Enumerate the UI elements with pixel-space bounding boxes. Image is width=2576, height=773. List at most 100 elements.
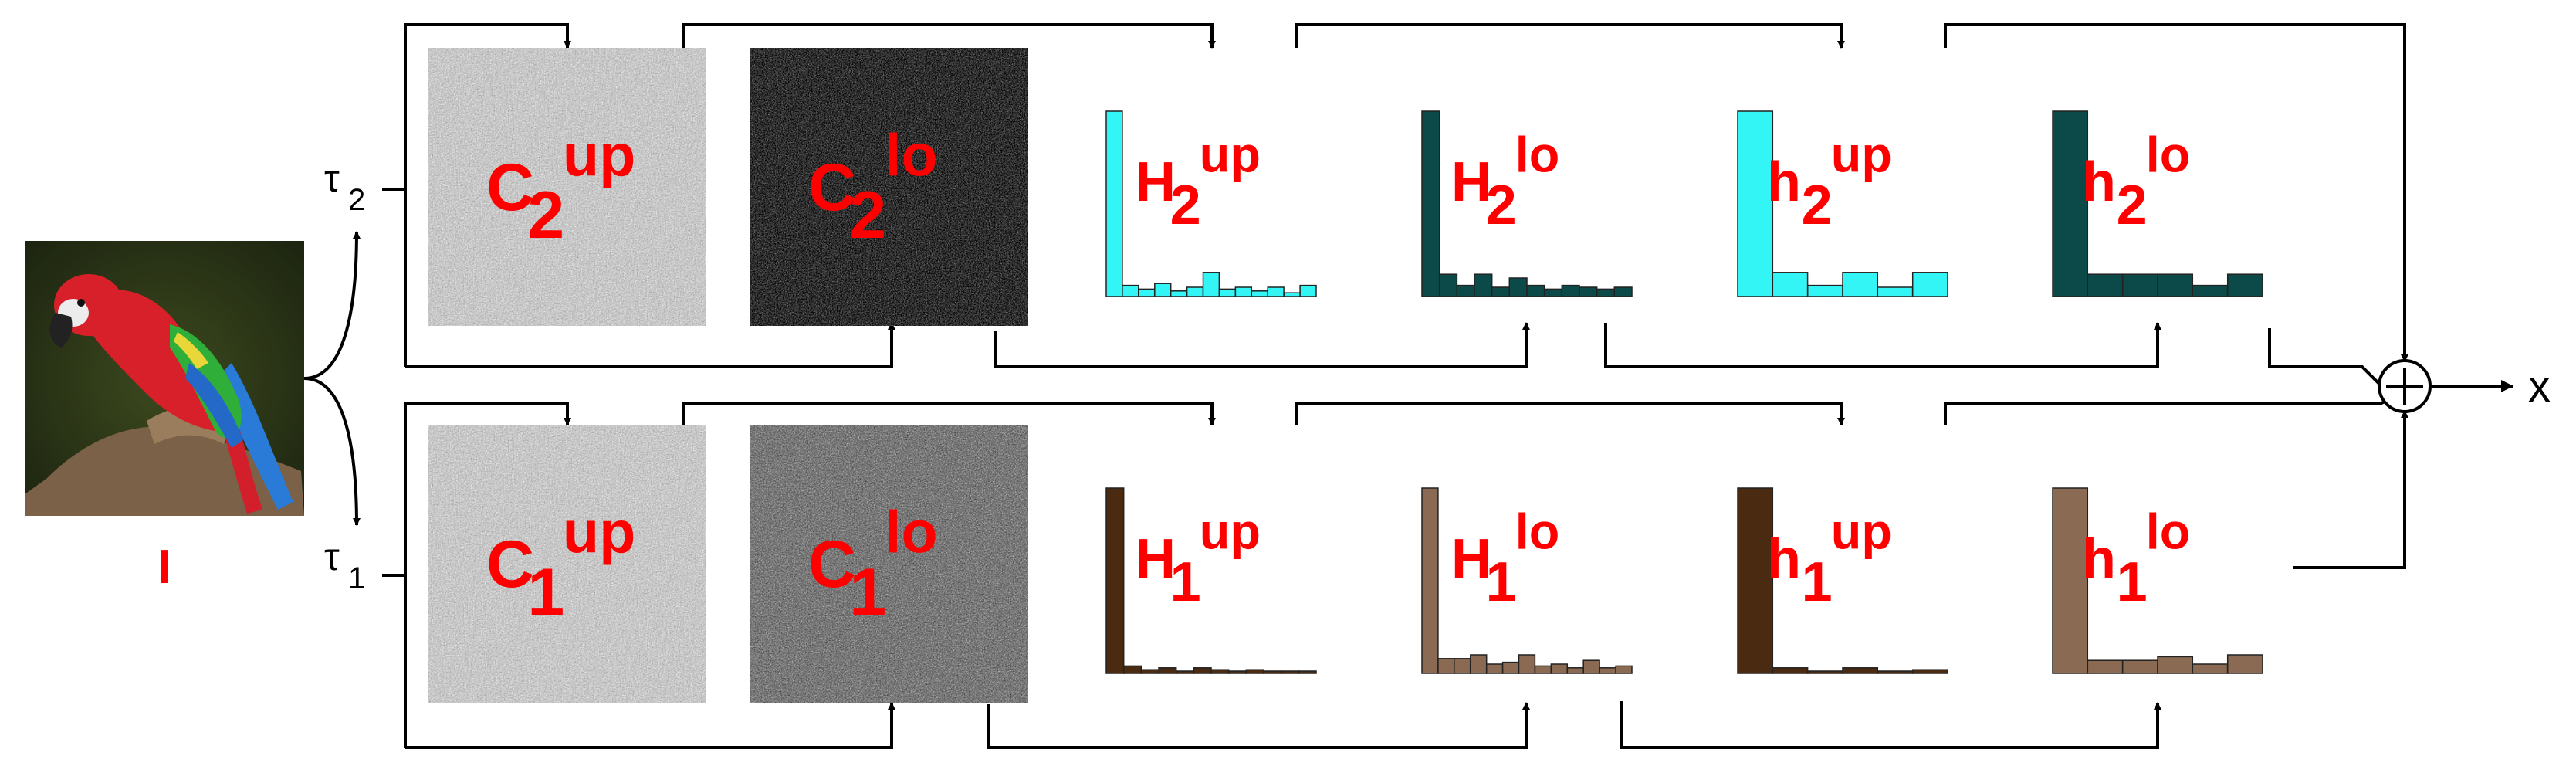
- output-label: x: [2528, 361, 2551, 412]
- tau2-base: τ: [324, 157, 340, 200]
- tau2-sub: 2: [348, 183, 365, 217]
- histogram-H1-lo-bar: [1615, 665, 1633, 674]
- histogram-h2-up-bar: [1877, 286, 1914, 297]
- histogram-h2-lo-label-sup: lo: [2146, 127, 2191, 183]
- code-map-c1-up-texture: [428, 425, 706, 703]
- code-map-c2-up-texture: [428, 48, 706, 326]
- histogram-H1-lo-label-sup: lo: [1515, 503, 1560, 560]
- histogram-h1-up-bar: [1842, 667, 1879, 674]
- code-map-c2-up-label-sub: 2: [527, 178, 564, 253]
- histogram-h1-up-bar: [1806, 670, 1843, 674]
- histogram-H1-up-label-sup: up: [1200, 503, 1261, 560]
- tau2-label: τ 2: [324, 157, 365, 217]
- histogram-H2-lo-bar: [1596, 288, 1616, 297]
- histogram-h1-up-bar: [1911, 669, 1948, 674]
- input-label: I: [157, 541, 171, 594]
- histogram-H1-lo-bar: [1582, 659, 1600, 674]
- histogram-H1-lo-label-sub: 1: [1486, 551, 1517, 613]
- histogram-h2-lo-bar: [2087, 273, 2124, 297]
- histogram-h2-up: h 2up: [1737, 110, 1948, 297]
- code-map-c2-lo-texture: [750, 48, 1028, 326]
- histogram-H1-up-bar: [1105, 487, 1125, 674]
- histogram-h2-up-bar: [1806, 284, 1843, 297]
- histogram-h1-up-label-sup: up: [1831, 503, 1892, 560]
- histogram-H1-lo-bar: [1437, 658, 1455, 674]
- histogram-h2-up-label-sup: up: [1831, 127, 1892, 183]
- histogram-H2-lo-bar: [1543, 288, 1563, 297]
- histogram-H2-up-bar: [1218, 288, 1237, 297]
- tau1-base: τ: [324, 535, 340, 578]
- histogram-H1-lo-bar: [1421, 487, 1439, 674]
- code-map-c1-lo-texture: [750, 425, 1028, 703]
- histogram-H2-up-label-sup: up: [1200, 127, 1261, 183]
- histogram-h2-lo-bar: [2157, 273, 2194, 297]
- histogram-h2-lo-bar: [2192, 284, 2229, 297]
- histogram-h2-up-label-sub: 2: [1802, 175, 1833, 236]
- histogram-H2-up-bar: [1138, 288, 1156, 297]
- row2-connectors: [404, 23, 2408, 388]
- histogram-h1-lo-bar: [2052, 487, 2089, 674]
- histogram-h2-lo-label: h 2lo: [2082, 127, 2190, 237]
- histogram-h2-lo-bar: [2121, 273, 2158, 297]
- histogram-h2-up-bar: [1772, 272, 1809, 297]
- histogram-H1-up-bar: [1193, 667, 1212, 674]
- histogram-H2-up-bar: [1299, 284, 1317, 297]
- histogram-h1-lo-bar: [2226, 654, 2263, 674]
- histogram-h1-up-bar: [1877, 670, 1914, 674]
- histogram-H1-lo-bar: [1566, 667, 1584, 674]
- histogram-H1-up-bar: [1210, 669, 1230, 674]
- histogram-h1-up-label-base: h: [1767, 528, 1801, 590]
- code-map-c2-up-label-base: C: [486, 151, 534, 225]
- histogram-h2-lo-bar: [2052, 110, 2089, 297]
- code-map-c1-lo-label-sup: lo: [885, 499, 938, 565]
- histogram-h2-up-bar: [1737, 110, 1774, 297]
- parrot-image: [25, 241, 304, 516]
- histogram-h2-up-bar: [1842, 272, 1879, 297]
- histogram-h2-up-label-base: h: [1767, 151, 1801, 213]
- code-map-c2-lo-label-sup: lo: [885, 122, 938, 188]
- histogram-H1-lo-bar: [1550, 663, 1569, 674]
- histogram-H2-lo-bar: [1613, 286, 1633, 297]
- histogram-h1-up-bar: [1772, 667, 1809, 674]
- histogram-H1-lo-bar: [1534, 665, 1552, 674]
- histogram-H2-lo-label-base: H: [1451, 151, 1491, 213]
- histogram-h2-lo-label-sub: 2: [2117, 175, 2148, 236]
- histogram-h1-lo-label: h 1lo: [2082, 503, 2190, 614]
- histogram-H2-up-bar: [1251, 290, 1268, 297]
- histogram-H2-up-label-base: H: [1136, 151, 1176, 213]
- histogram-h1-up-label-sub: 1: [1802, 551, 1833, 613]
- histogram-h1-lo-bar: [2192, 663, 2229, 674]
- code-map-c2-up-label-sup: up: [563, 122, 636, 188]
- histogram-H1-up-bar: [1140, 669, 1159, 674]
- histogram-H2-lo-bar: [1474, 273, 1493, 297]
- tau1-label: τ 1: [324, 535, 365, 595]
- histogram-h1-lo-label-sup: lo: [2146, 503, 2191, 560]
- histogram-h1-lo: h 1lo: [2052, 487, 2263, 674]
- histogram-H1-lo-bar: [1454, 658, 1471, 674]
- histogram-h1-up-label: h 1up: [1767, 503, 1892, 614]
- histogram-h1-lo-bar: [2087, 659, 2124, 674]
- histogram-H2-lo-label-sub: 2: [1486, 175, 1517, 236]
- histogram-H1-lo-bar: [1501, 661, 1520, 674]
- code-map-c2-lo-label-base: C: [808, 151, 856, 225]
- sum-node: [2378, 359, 2432, 413]
- histogram-H2-lo-bar: [1421, 110, 1440, 297]
- histogram-H1-up-bar: [1158, 667, 1177, 674]
- branch-arrow-tau2: [303, 231, 361, 380]
- histogram-H2-lo-label-sup: lo: [1515, 127, 1560, 183]
